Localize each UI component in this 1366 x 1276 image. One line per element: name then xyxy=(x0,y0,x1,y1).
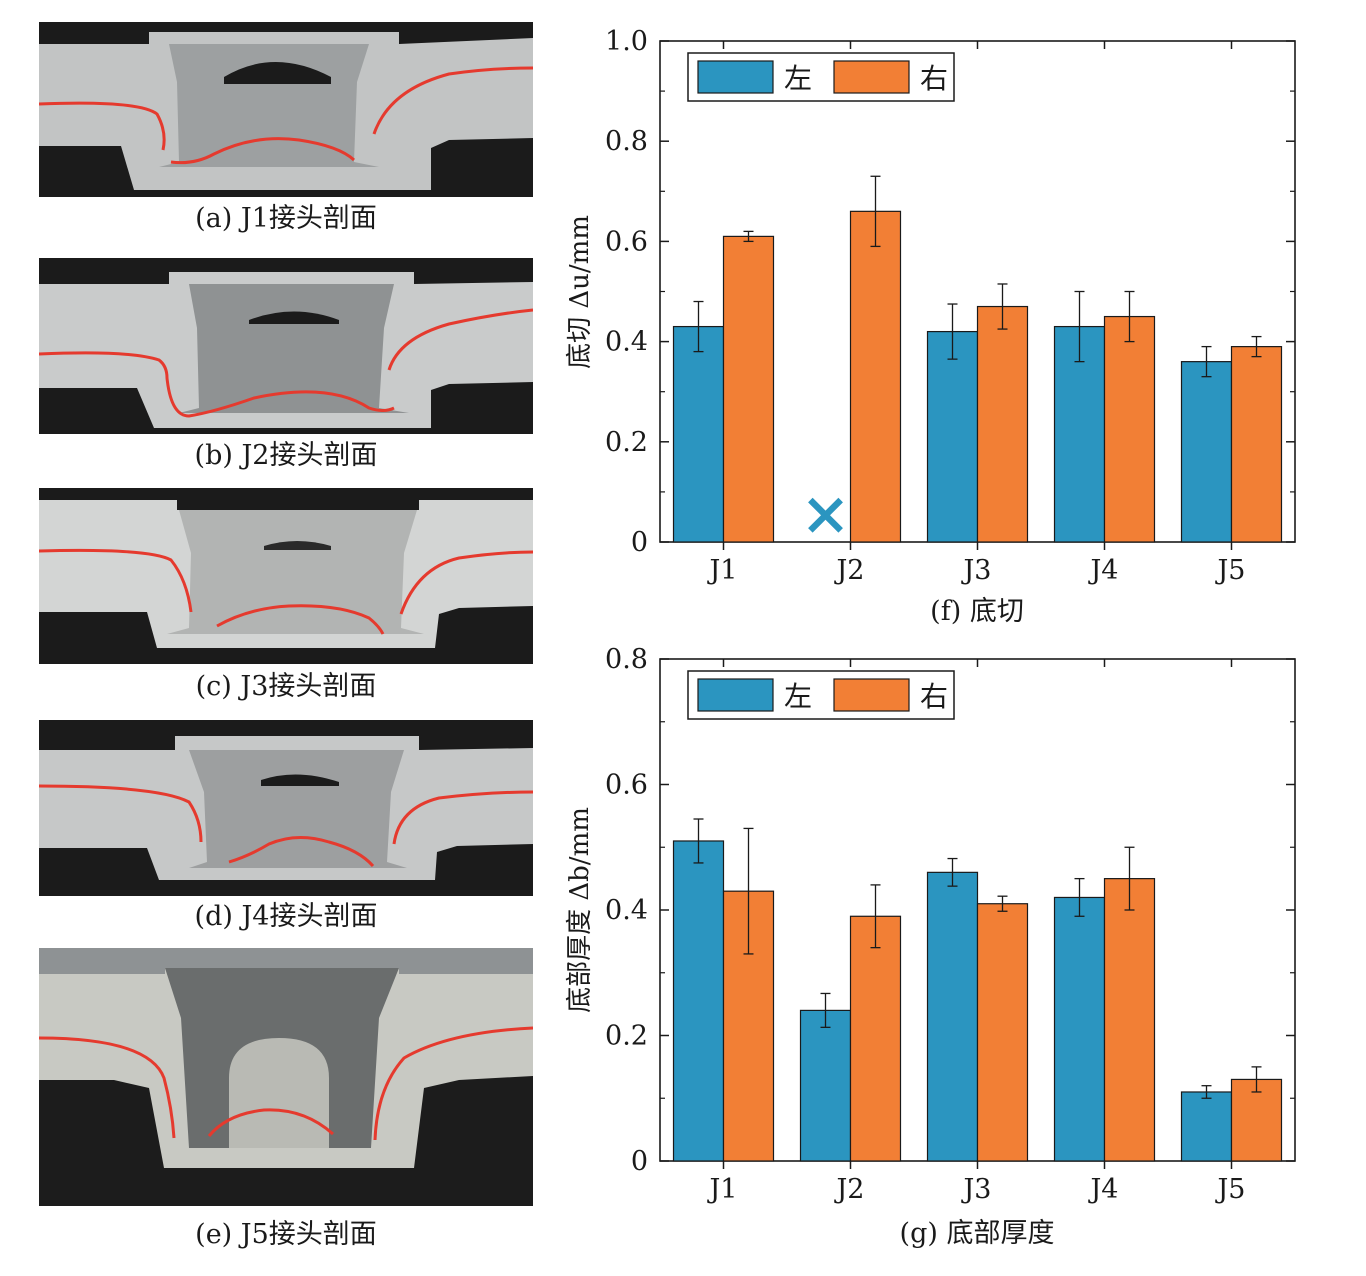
caption-c: (c) J3接头剖面 xyxy=(195,671,377,702)
y-tick-label: 0.4 xyxy=(605,895,648,926)
bar-right xyxy=(722,235,775,543)
bar-right xyxy=(976,903,1029,1162)
chart-g-xlabel: (g) 底部厚度 xyxy=(900,1218,1055,1249)
bar-right xyxy=(849,210,902,543)
y-tick-label: 0.6 xyxy=(605,770,648,801)
legend-label-left: 左 xyxy=(784,62,812,95)
undercut-bar-chart: 0 0.2 0.4 0.6 0.8 1.0 J1 J2 × J3 J4 J5 左 右 底切 Δu/mm (… xyxy=(565,26,1296,627)
bar-left xyxy=(1053,896,1106,1162)
cross-section-photo-a xyxy=(39,22,533,197)
cross-section-panel-a: (a) J1接头剖面 xyxy=(39,22,533,234)
bar-left xyxy=(672,840,725,1162)
x-tick-label: J5 xyxy=(1214,555,1245,586)
bar-right xyxy=(1230,346,1283,543)
x-tick-label: J4 xyxy=(1087,1174,1118,1205)
caption-a: (a) J1接头剖面 xyxy=(195,203,377,234)
x-tick-label: J5 xyxy=(1214,1174,1245,1205)
bar-left xyxy=(799,1009,852,1162)
x-tick-label: J1 xyxy=(706,555,737,586)
bar-left xyxy=(926,330,979,543)
x-tick-label: J2 xyxy=(833,555,864,586)
chart-f-ylabel: 底切 Δu/mm xyxy=(565,215,595,369)
missing-data-marker: × xyxy=(800,479,850,549)
y-tick-label: 0.6 xyxy=(605,226,648,257)
legend-label-left: 左 xyxy=(784,680,812,713)
caption-b: (b) J2接头剖面 xyxy=(194,440,378,471)
legend-swatch-right xyxy=(833,678,910,712)
y-tick-label: 0.2 xyxy=(605,1021,648,1052)
bar-left xyxy=(1180,361,1233,543)
y-tick-label: 0.4 xyxy=(605,327,648,358)
y-tick-label: 0.2 xyxy=(605,427,648,458)
y-tick-label: 0 xyxy=(631,1146,648,1177)
x-tick-label: J4 xyxy=(1087,555,1118,586)
legend-swatch-right xyxy=(833,60,910,94)
chart-g-ylabel: 底部厚度 Δb/mm xyxy=(565,807,595,1013)
bar-right xyxy=(1103,315,1156,543)
legend-swatch-left xyxy=(697,60,774,94)
y-tick-label: 0.8 xyxy=(605,126,648,157)
x-tick-label: J3 xyxy=(960,555,991,586)
caption-d: (d) J4接头剖面 xyxy=(194,901,378,932)
x-tick-label: J3 xyxy=(960,1174,991,1205)
cross-section-photo-b xyxy=(39,258,533,434)
cross-section-panel-d: (d) J4接头剖面 xyxy=(39,720,533,932)
x-tick-label: J2 xyxy=(833,1174,864,1205)
cross-section-panel-c: (c) J3接头剖面 xyxy=(39,488,533,702)
bar-right xyxy=(1103,878,1156,1162)
legend-swatch-left xyxy=(697,678,774,712)
bar-left xyxy=(926,871,979,1162)
chart-f-xlabel: (f) 底切 xyxy=(930,596,1024,627)
legend-label-right: 右 xyxy=(920,62,948,95)
bar-right xyxy=(976,305,1029,543)
cross-section-panel-b: (b) J2接头剖面 xyxy=(39,258,533,471)
legend-label-right: 右 xyxy=(920,680,948,713)
caption-e: (e) J5接头剖面 xyxy=(195,1219,377,1250)
cross-section-photo-d xyxy=(39,720,533,896)
bottom-thickness-bar-chart: 0 0.2 0.4 0.6 0.8 J1 J2 J3 J4 J5 左 右 底部厚度 Δb/mm (g)… xyxy=(565,644,1296,1249)
bar-right xyxy=(1230,1078,1283,1162)
cross-section-panel-e: (e) J5接头剖面 xyxy=(39,948,533,1250)
bar-left xyxy=(1180,1091,1233,1162)
bar-right xyxy=(849,915,902,1162)
cross-section-photo-c xyxy=(39,488,533,664)
cross-section-photo-e xyxy=(39,948,533,1206)
bar-left xyxy=(672,325,725,543)
y-tick-label: 0 xyxy=(631,527,648,558)
x-tick-label: J1 xyxy=(706,1174,737,1205)
y-tick-label: 0.8 xyxy=(605,644,648,675)
y-tick-label: 1.0 xyxy=(605,26,648,57)
